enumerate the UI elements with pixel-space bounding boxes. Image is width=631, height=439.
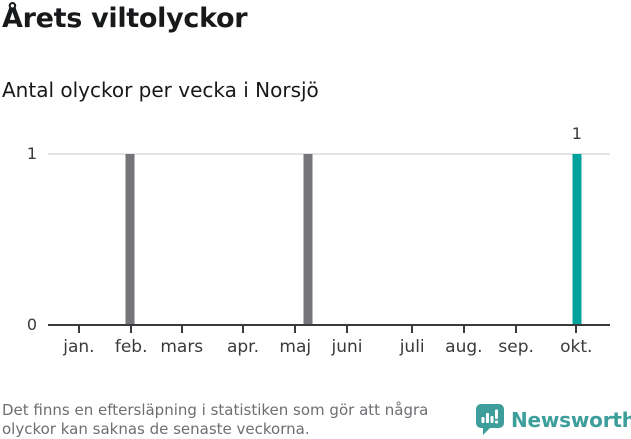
x-tick-label: okt. (560, 337, 593, 357)
x-axis: jan. feb. mars apr. maj juni juli aug. sep. okt. (48, 326, 610, 366)
x-tick-label: aug. (445, 337, 483, 357)
chart-title: Årets viltolyckor (2, 3, 248, 34)
x-tick-label: juni (331, 337, 363, 357)
x-tick (294, 326, 297, 333)
bar (125, 154, 135, 325)
x-tick (575, 326, 578, 333)
x-tick (515, 326, 518, 333)
x-tick-label: sep. (498, 337, 534, 357)
chart-bubble-icon (476, 404, 504, 435)
gridline-y1 (48, 153, 610, 155)
plot-area: 1 (48, 124, 610, 325)
x-tick (130, 326, 133, 333)
x-tick-label: jan. (63, 337, 95, 357)
y-axis-label-1: 1 (26, 144, 37, 163)
y-axis-label-0: 0 (26, 315, 37, 334)
x-tick-label: juli (399, 337, 425, 357)
x-tick-label: maj (279, 337, 312, 357)
x-tick (180, 326, 183, 333)
newsworthy-logo: Newsworthy (476, 402, 631, 437)
chart-subtitle: Antal olyckor per vecka i Norsjö (2, 78, 319, 102)
x-tick (77, 326, 80, 333)
bar (572, 154, 582, 325)
x-tick (462, 326, 465, 333)
x-tick-label: mars (160, 337, 204, 357)
x-tick (242, 326, 244, 333)
footer-note: Det finns en eftersläpning i statistiken… (2, 401, 429, 438)
x-tick-label: apr. (226, 337, 260, 357)
x-tick-label: feb. (114, 337, 148, 357)
x-tick (345, 326, 348, 333)
bar (303, 154, 313, 325)
newsworthy-logo-text: Newsworthy (511, 407, 631, 432)
x-tick (411, 326, 414, 333)
bar-value-label: 1 (571, 124, 582, 143)
x-axis-line (48, 324, 610, 326)
